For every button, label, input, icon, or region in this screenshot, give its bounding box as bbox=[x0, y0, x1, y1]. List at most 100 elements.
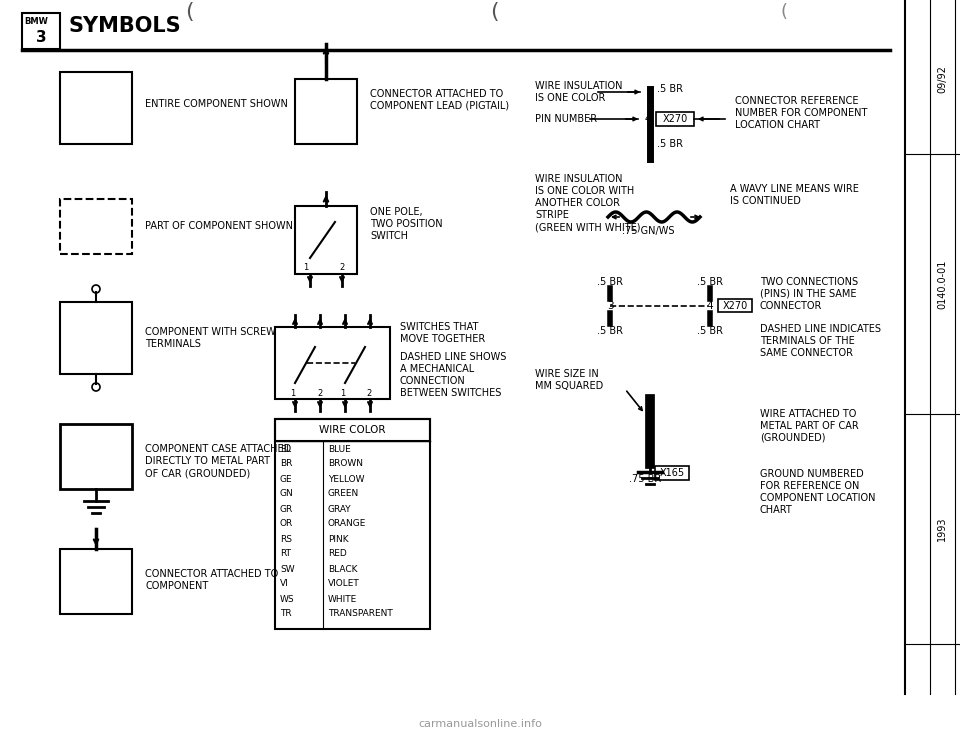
Text: RED: RED bbox=[328, 550, 347, 559]
Text: ANOTHER COLOR: ANOTHER COLOR bbox=[535, 198, 620, 208]
Text: CONNECTOR ATTACHED TO: CONNECTOR ATTACHED TO bbox=[145, 569, 278, 579]
Text: COMPONENT CASE ATTACHED: COMPONENT CASE ATTACHED bbox=[145, 444, 291, 454]
Text: (: ( bbox=[185, 2, 194, 22]
Text: (PINS) IN THE SAME: (PINS) IN THE SAME bbox=[760, 289, 856, 299]
Text: WS: WS bbox=[280, 594, 295, 603]
Text: YELLOW: YELLOW bbox=[328, 475, 365, 484]
Text: OF CAR (GROUNDED): OF CAR (GROUNDED) bbox=[145, 468, 251, 478]
Text: carmanualsonline.info: carmanualsonline.info bbox=[418, 719, 542, 729]
Text: SWITCHES THAT: SWITCHES THAT bbox=[400, 322, 478, 332]
Text: 0140.0-01: 0140.0-01 bbox=[937, 260, 947, 309]
Text: A MECHANICAL: A MECHANICAL bbox=[400, 364, 474, 374]
Bar bbox=[60, 72, 132, 144]
Text: GROUND NUMBERED: GROUND NUMBERED bbox=[760, 469, 864, 479]
Text: SW: SW bbox=[280, 565, 295, 574]
Text: SAME CONNECTOR: SAME CONNECTOR bbox=[760, 348, 853, 358]
Text: GREEN: GREEN bbox=[328, 490, 359, 498]
Text: 2: 2 bbox=[366, 388, 372, 397]
Text: WHITE: WHITE bbox=[328, 594, 357, 603]
Text: GN: GN bbox=[280, 490, 294, 498]
Text: METAL PART OF CAR: METAL PART OF CAR bbox=[760, 421, 859, 431]
Text: TRANSPARENT: TRANSPARENT bbox=[328, 609, 393, 618]
Text: OR: OR bbox=[280, 519, 293, 528]
Text: LOCATION CHART: LOCATION CHART bbox=[735, 120, 820, 130]
Text: BMW: BMW bbox=[24, 16, 48, 25]
Text: BROWN: BROWN bbox=[328, 460, 363, 469]
Text: WIRE INSULATION: WIRE INSULATION bbox=[535, 81, 622, 91]
Text: (GREEN WITH WHITE): (GREEN WITH WHITE) bbox=[535, 222, 640, 232]
Text: 09/92: 09/92 bbox=[937, 65, 947, 93]
Text: BL: BL bbox=[280, 444, 291, 454]
Text: SYMBOLS: SYMBOLS bbox=[68, 16, 180, 36]
Text: TERMINALS OF THE: TERMINALS OF THE bbox=[760, 336, 854, 346]
Text: COMPONENT LEAD (PIGTAIL): COMPONENT LEAD (PIGTAIL) bbox=[370, 101, 509, 111]
Text: CHART: CHART bbox=[760, 505, 793, 515]
Bar bbox=[275, 419, 430, 629]
Text: DIRECTLY TO METAL PART: DIRECTLY TO METAL PART bbox=[145, 456, 270, 466]
Text: 1: 1 bbox=[303, 263, 308, 272]
Text: BLACK: BLACK bbox=[328, 565, 357, 574]
Bar bbox=[295, 79, 357, 144]
Text: GRAY: GRAY bbox=[328, 504, 351, 513]
Text: GE: GE bbox=[280, 475, 293, 484]
Bar bbox=[295, 206, 357, 274]
Text: NUMBER FOR COMPONENT: NUMBER FOR COMPONENT bbox=[735, 108, 868, 118]
Text: .75 BR: .75 BR bbox=[629, 474, 661, 484]
Text: MM SQUARED: MM SQUARED bbox=[535, 381, 603, 391]
Bar bbox=[656, 112, 694, 126]
Text: .5 BR: .5 BR bbox=[697, 326, 723, 336]
Text: GR: GR bbox=[280, 504, 293, 513]
Text: BR: BR bbox=[280, 460, 293, 469]
Text: PIN NUMBER: PIN NUMBER bbox=[535, 114, 597, 124]
Bar bbox=[655, 466, 689, 480]
Text: 2: 2 bbox=[340, 263, 345, 272]
Text: WIRE COLOR: WIRE COLOR bbox=[319, 425, 385, 435]
Text: COMPONENT: COMPONENT bbox=[145, 581, 208, 591]
Text: ENTIRE COMPONENT SHOWN: ENTIRE COMPONENT SHOWN bbox=[145, 99, 288, 109]
Text: 1993: 1993 bbox=[937, 517, 947, 541]
Text: .5 BR: .5 BR bbox=[597, 326, 623, 336]
Bar bbox=[60, 302, 132, 374]
Text: .5 BR: .5 BR bbox=[657, 84, 683, 94]
Bar bbox=[60, 199, 132, 254]
Text: X270: X270 bbox=[662, 114, 687, 124]
Text: PINK: PINK bbox=[328, 534, 348, 544]
Text: (: ( bbox=[780, 3, 787, 21]
Text: 3: 3 bbox=[36, 31, 46, 45]
Text: X270: X270 bbox=[722, 301, 748, 311]
Text: IS CONTINUED: IS CONTINUED bbox=[730, 196, 801, 206]
Text: WIRE SIZE IN: WIRE SIZE IN bbox=[535, 369, 599, 379]
Text: TR: TR bbox=[280, 609, 292, 618]
Text: 4: 4 bbox=[707, 301, 713, 311]
Text: CONNECTOR: CONNECTOR bbox=[760, 301, 823, 311]
Bar bbox=[60, 424, 132, 489]
Text: PART OF COMPONENT SHOWN: PART OF COMPONENT SHOWN bbox=[145, 221, 293, 231]
Text: CONNECTOR ATTACHED TO: CONNECTOR ATTACHED TO bbox=[370, 89, 503, 99]
Text: ORANGE: ORANGE bbox=[328, 519, 367, 528]
Text: 1: 1 bbox=[290, 388, 296, 397]
Bar bbox=[718, 299, 752, 312]
Text: CONNECTION: CONNECTION bbox=[400, 376, 466, 386]
Text: CONNECTOR REFERENCE: CONNECTOR REFERENCE bbox=[735, 96, 858, 106]
Text: COMPONENT LOCATION: COMPONENT LOCATION bbox=[760, 493, 876, 503]
Text: VIOLET: VIOLET bbox=[328, 580, 360, 589]
Text: .5 BR: .5 BR bbox=[657, 139, 683, 149]
Text: FOR REFERENCE ON: FOR REFERENCE ON bbox=[760, 481, 859, 491]
Text: RS: RS bbox=[280, 534, 292, 544]
Text: RT: RT bbox=[280, 550, 291, 559]
Text: TWO POSITION: TWO POSITION bbox=[370, 219, 443, 229]
Text: WIRE ATTACHED TO: WIRE ATTACHED TO bbox=[760, 409, 856, 419]
Text: 2: 2 bbox=[317, 388, 323, 397]
Text: TERMINALS: TERMINALS bbox=[145, 339, 201, 349]
Bar bbox=[275, 327, 390, 399]
Text: STRIPE: STRIPE bbox=[535, 210, 569, 220]
Text: .5 BR: .5 BR bbox=[697, 277, 723, 287]
Text: BETWEEN SWITCHES: BETWEEN SWITCHES bbox=[400, 388, 501, 398]
Text: 1: 1 bbox=[340, 388, 346, 397]
Text: A WAVY LINE MEANS WIRE: A WAVY LINE MEANS WIRE bbox=[730, 184, 859, 194]
Bar bbox=[60, 549, 132, 614]
Text: .5 BR: .5 BR bbox=[597, 277, 623, 287]
Bar bbox=[22, 13, 60, 49]
Text: MOVE TOGETHER: MOVE TOGETHER bbox=[400, 334, 485, 344]
Text: VI: VI bbox=[280, 580, 289, 589]
